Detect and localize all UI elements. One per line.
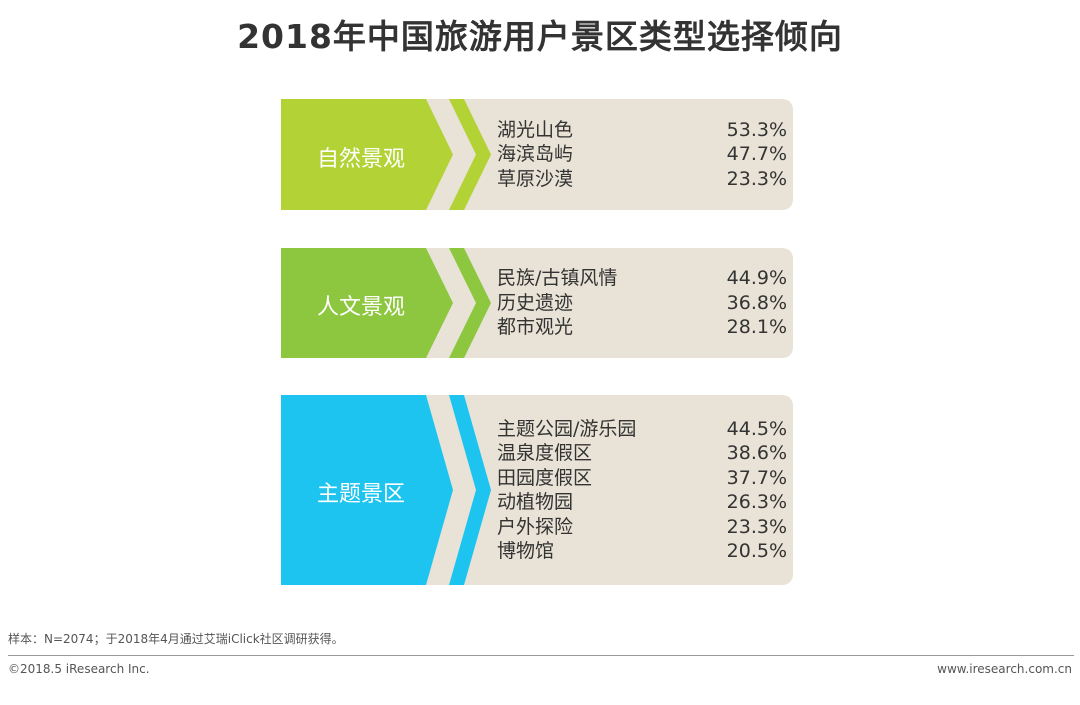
item-label: 温泉度假区 (497, 442, 593, 464)
category-label: 人文景观 (316, 295, 405, 320)
item-value: 37.7% (726, 466, 787, 489)
item-row: 海滨岛屿 47.7% (497, 142, 787, 166)
category-chevron-stripe (449, 248, 491, 358)
category-arrow-block (281, 99, 453, 210)
item-value: 20.5% (726, 540, 787, 562)
copyright-text: ©2018.5 iResearch Inc. (8, 662, 150, 676)
item-row: 动植物园 26.3% (497, 490, 787, 514)
category-arrow-shape (281, 248, 491, 358)
item-value: 23.3% (726, 515, 787, 538)
category-label: 主题景区 (316, 482, 405, 507)
category-arrow-block (281, 395, 453, 585)
category-panel: 自然景观 湖光山色 53.3% 海滨岛屿 47.7% 草原沙漠 23.3% (281, 99, 793, 210)
chart-title: 2018年中国旅游用户景区类型选择倾向 (237, 17, 843, 56)
item-label: 都市观光 (497, 316, 574, 339)
item-value: 44.9% (726, 267, 787, 290)
item-label: 动植物园 (497, 491, 574, 513)
item-label: 草原沙漠 (497, 167, 574, 190)
category-arrow-shape (281, 395, 491, 585)
item-row: 草原沙漠 23.3% (497, 167, 787, 191)
item-value: 38.6% (726, 442, 787, 464)
item-value: 53.3% (726, 118, 787, 141)
item-value: 23.3% (726, 167, 787, 190)
item-row: 温泉度假区 38.6% (497, 441, 787, 465)
category-panel: 主题景区 主题公园/游乐园 44.5% 温泉度假区 38.6% 田园度假区 37.7% 动植物… (281, 395, 793, 585)
item-label: 民族/古镇风情 (497, 267, 618, 290)
category-chevron-stripe (449, 99, 491, 210)
item-label: 湖光山色 (497, 118, 574, 141)
item-label: 田园度假区 (497, 466, 593, 489)
item-value: 28.1% (726, 316, 787, 339)
item-row: 民族/古镇风情 44.9% (497, 266, 787, 290)
item-row: 都市观光 28.1% (497, 315, 787, 339)
item-label: 历史遗迹 (497, 291, 574, 314)
item-value: 26.3% (726, 491, 787, 513)
category-arrow-shape (281, 99, 491, 210)
item-row: 户外探险 23.3% (497, 515, 787, 539)
item-row: 历史遗迹 36.8% (497, 291, 787, 315)
item-row: 主题公园/游乐园 44.5% (497, 417, 787, 441)
website-text: www.iresearch.com.cn (937, 662, 1072, 676)
item-row: 田园度假区 37.7% (497, 466, 787, 490)
category-chevron-stripe (449, 395, 491, 585)
sample-note: 样本：N=2074；于2018年4月通过艾瑞iClick社区调研获得。 (8, 632, 344, 646)
footer-divider (8, 655, 1074, 656)
item-row: 湖光山色 53.3% (497, 118, 787, 142)
item-value: 47.7% (726, 143, 787, 166)
category-arrow-block (281, 248, 453, 358)
category-panel: 人文景观 民族/古镇风情 44.9% 历史遗迹 36.8% 都市观光 28.1% (281, 248, 793, 358)
item-label: 博物馆 (497, 540, 555, 562)
item-row: 博物馆 20.5% (497, 539, 787, 563)
item-value: 36.8% (726, 291, 787, 314)
item-label: 户外探险 (497, 515, 574, 538)
item-label: 海滨岛屿 (497, 143, 574, 166)
category-label: 自然景观 (316, 146, 405, 172)
item-label: 主题公园/游乐园 (497, 417, 637, 440)
item-value: 44.5% (726, 417, 787, 440)
